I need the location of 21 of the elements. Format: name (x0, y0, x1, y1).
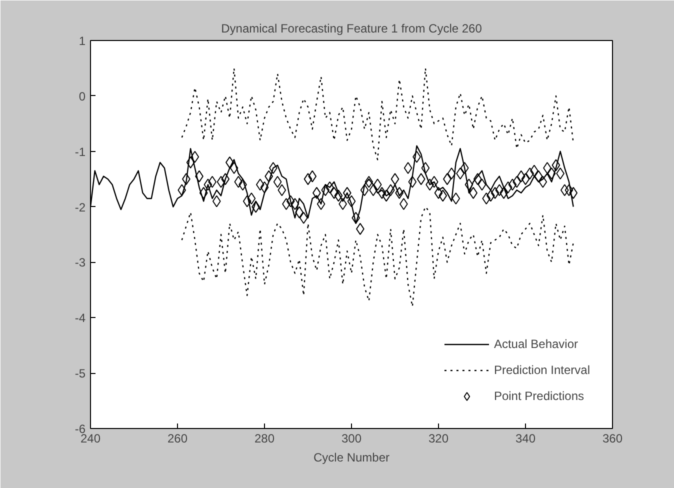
y-tick-label: -5 (74, 366, 86, 381)
y-tick-label: 1 (78, 34, 86, 48)
x-axis-title: Cycle Number (313, 450, 390, 464)
y-tick-label: -4 (74, 311, 86, 326)
legend-label: Prediction Interval (494, 363, 590, 377)
y-tick-label: -1 (74, 144, 86, 159)
y-tick-label: -3 (74, 256, 86, 270)
y-tick-label: -2 (74, 200, 86, 214)
y-tick-label: 0 (78, 89, 86, 104)
x-tick-label: 340 (515, 432, 536, 446)
legend-label: Actual Behavior (494, 337, 578, 351)
line-series (181, 68, 574, 160)
x-tick-label: 280 (254, 432, 275, 446)
x-tick-label: 320 (428, 432, 449, 446)
chart-title: Dynamical Forecasting Feature 1 from Cycle 260 (221, 22, 482, 36)
x-tick-label: 260 (167, 432, 188, 446)
x-tick-label: 240 (80, 432, 101, 446)
legend-label: Point Predictions (494, 389, 584, 403)
x-tick-label: 360 (602, 432, 623, 446)
line-series (181, 206, 574, 308)
x-tick-label: 300 (341, 432, 362, 446)
